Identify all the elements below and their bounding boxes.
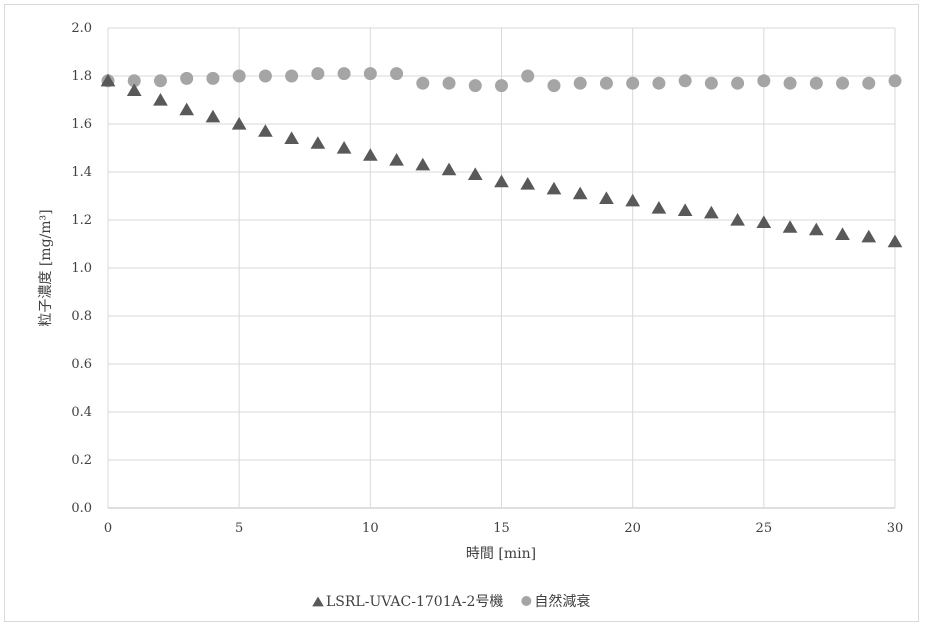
legend: LSRL-UVAC-1701A-2号機 自然減衰 xyxy=(312,593,590,610)
x-tick-label: 0 xyxy=(104,521,112,536)
circle-marker xyxy=(206,71,220,85)
y-tick-label: 0.6 xyxy=(71,357,92,372)
triangle-marker xyxy=(179,102,195,116)
triangle-marker xyxy=(704,205,719,219)
triangle-marker xyxy=(494,174,509,188)
legend-entry-label: LSRL-UVAC-1701A-2号機 xyxy=(326,594,503,610)
circle-marker xyxy=(153,74,167,88)
triangle-marker xyxy=(441,162,457,176)
y-tick-label: 1.0 xyxy=(71,261,92,276)
triangle-marker xyxy=(808,222,824,236)
triangle-marker xyxy=(546,181,562,195)
triangle-marker xyxy=(467,167,483,180)
triangle-marker xyxy=(520,177,536,190)
triangle-marker xyxy=(835,227,850,240)
circle-marker xyxy=(626,76,640,90)
circle-marker xyxy=(547,79,561,93)
legend-triangle-icon xyxy=(312,596,324,607)
triangle-marker xyxy=(599,191,614,204)
circle-marker xyxy=(390,67,404,81)
y-tick-label: 1.8 xyxy=(71,69,92,84)
triangle-marker xyxy=(651,201,667,214)
circle-marker xyxy=(809,76,823,90)
circle-marker xyxy=(232,69,246,83)
circle-marker xyxy=(416,76,430,90)
triangle-marker xyxy=(153,93,168,106)
circle-marker xyxy=(731,76,745,90)
y-axis-label: 粒子濃度 [mg/m³] xyxy=(38,209,54,326)
y-tick-label: 1.2 xyxy=(71,213,92,228)
triangle-marker xyxy=(100,73,116,87)
circle-marker xyxy=(599,76,613,90)
x-tick-label: 10 xyxy=(362,521,379,536)
triangle-marker xyxy=(258,124,273,137)
triangle-marker xyxy=(231,117,247,130)
triangle-marker xyxy=(756,215,772,228)
y-tick-label: 1.4 xyxy=(71,165,92,180)
triangle-marker xyxy=(205,109,221,123)
x-tick-label: 5 xyxy=(235,521,243,536)
triangle-marker xyxy=(415,157,431,171)
triangle-marker xyxy=(861,229,877,243)
circle-marker xyxy=(180,71,194,85)
x-tick-label: 20 xyxy=(624,521,641,536)
circle-marker xyxy=(468,79,482,93)
circle-marker xyxy=(311,67,325,81)
circle-marker xyxy=(127,74,141,88)
circle-marker xyxy=(888,74,902,88)
circle-marker xyxy=(757,74,771,88)
y-tick-label: 1.6 xyxy=(71,117,92,132)
x-tick-labels: 0 5 10 15 20 25 30 xyxy=(104,521,903,536)
triangle-marker xyxy=(782,220,798,233)
triangle-marker xyxy=(126,83,142,96)
y-tick-label: 0.2 xyxy=(71,453,92,468)
triangle-marker xyxy=(625,193,641,207)
triangle-marker xyxy=(284,131,299,144)
circle-marker xyxy=(704,76,718,90)
triangle-marker xyxy=(389,153,404,166)
triangle-marker xyxy=(677,203,693,216)
triangle-marker xyxy=(362,148,378,161)
circle-marker xyxy=(363,67,377,81)
circle-marker xyxy=(678,74,692,88)
circle-marker xyxy=(652,76,666,90)
y-tick-label: 0.0 xyxy=(71,501,92,516)
triangle-marker xyxy=(336,141,352,154)
x-tick-label: 15 xyxy=(493,521,510,536)
triangle-marker xyxy=(572,186,588,200)
series-markers xyxy=(100,67,903,248)
circle-marker xyxy=(836,76,850,90)
y-tick-label: 2.0 xyxy=(71,21,92,36)
grid-lines xyxy=(107,27,896,509)
circle-marker xyxy=(521,69,535,83)
circle-marker xyxy=(258,69,272,83)
legend-entry-label: 自然減衰 xyxy=(534,593,590,610)
circle-marker xyxy=(495,79,508,93)
circle-marker xyxy=(442,76,456,90)
y-tick-label: 0.8 xyxy=(71,309,92,324)
chart-frame xyxy=(4,4,919,622)
triangle-marker xyxy=(310,136,326,149)
y-tick-label: 0.4 xyxy=(71,405,92,420)
x-axis-label: 時間 [min] xyxy=(466,546,536,562)
x-tick-label: 25 xyxy=(756,521,773,536)
circle-marker xyxy=(573,76,587,90)
triangle-marker xyxy=(887,234,903,248)
triangle-marker xyxy=(730,213,745,226)
circle-marker xyxy=(783,76,797,90)
circle-marker xyxy=(337,67,351,81)
x-tick-label: 30 xyxy=(887,521,904,536)
circle-marker xyxy=(285,69,299,83)
circle-marker xyxy=(862,76,876,90)
legend-circle-icon xyxy=(521,596,532,606)
y-tick-labels: 0.0 0.2 0.4 0.6 0.8 1.0 1.2 1.4 1.6 1.8 2.0 xyxy=(71,21,92,516)
